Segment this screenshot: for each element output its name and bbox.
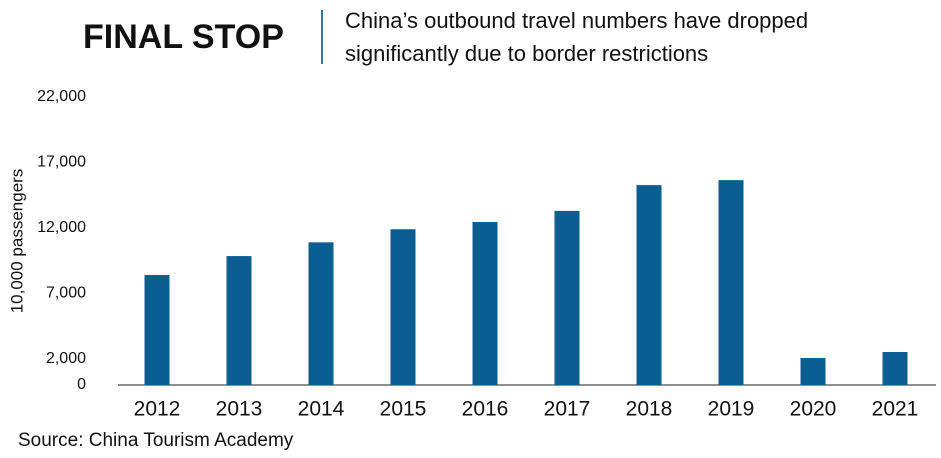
x-tick-label: 2015 <box>380 398 427 421</box>
y-tick-label: 2,000 <box>46 350 86 367</box>
x-tick-label: 2021 <box>872 398 919 421</box>
bar <box>636 185 662 385</box>
bar <box>472 222 498 385</box>
bar <box>308 242 334 385</box>
bar <box>226 256 252 385</box>
bar <box>554 210 580 385</box>
chart-title: FINAL STOP <box>83 18 284 56</box>
y-tick-label: 0 <box>77 376 86 393</box>
x-tick-label: 2016 <box>462 398 509 421</box>
x-tick-label: 2020 <box>790 398 837 421</box>
bar <box>882 352 908 385</box>
chart-subtitle: significantly due to border restrictions <box>345 41 708 66</box>
chart-subtitle: China’s outbound travel numbers have dro… <box>345 8 808 33</box>
x-tick-label: 2019 <box>708 398 755 421</box>
x-tick-label: 2013 <box>216 398 263 421</box>
bar <box>390 229 416 385</box>
y-tick-label: 7,000 <box>46 285 86 302</box>
y-tick-label: 12,000 <box>37 219 86 236</box>
source-note: Source: China Tourism Academy <box>18 430 294 451</box>
y-tick-label: 22,000 <box>37 88 86 105</box>
x-tick-label: 2012 <box>134 398 181 421</box>
bar <box>144 275 170 385</box>
x-tick-label: 2014 <box>298 398 345 421</box>
x-tick-label: 2017 <box>544 398 591 421</box>
y-axis-label: 10,000 passengers <box>7 169 26 314</box>
bar <box>800 358 826 385</box>
y-tick-label: 17,000 <box>37 154 86 171</box>
x-tick-label: 2018 <box>626 398 673 421</box>
bar <box>718 180 744 385</box>
